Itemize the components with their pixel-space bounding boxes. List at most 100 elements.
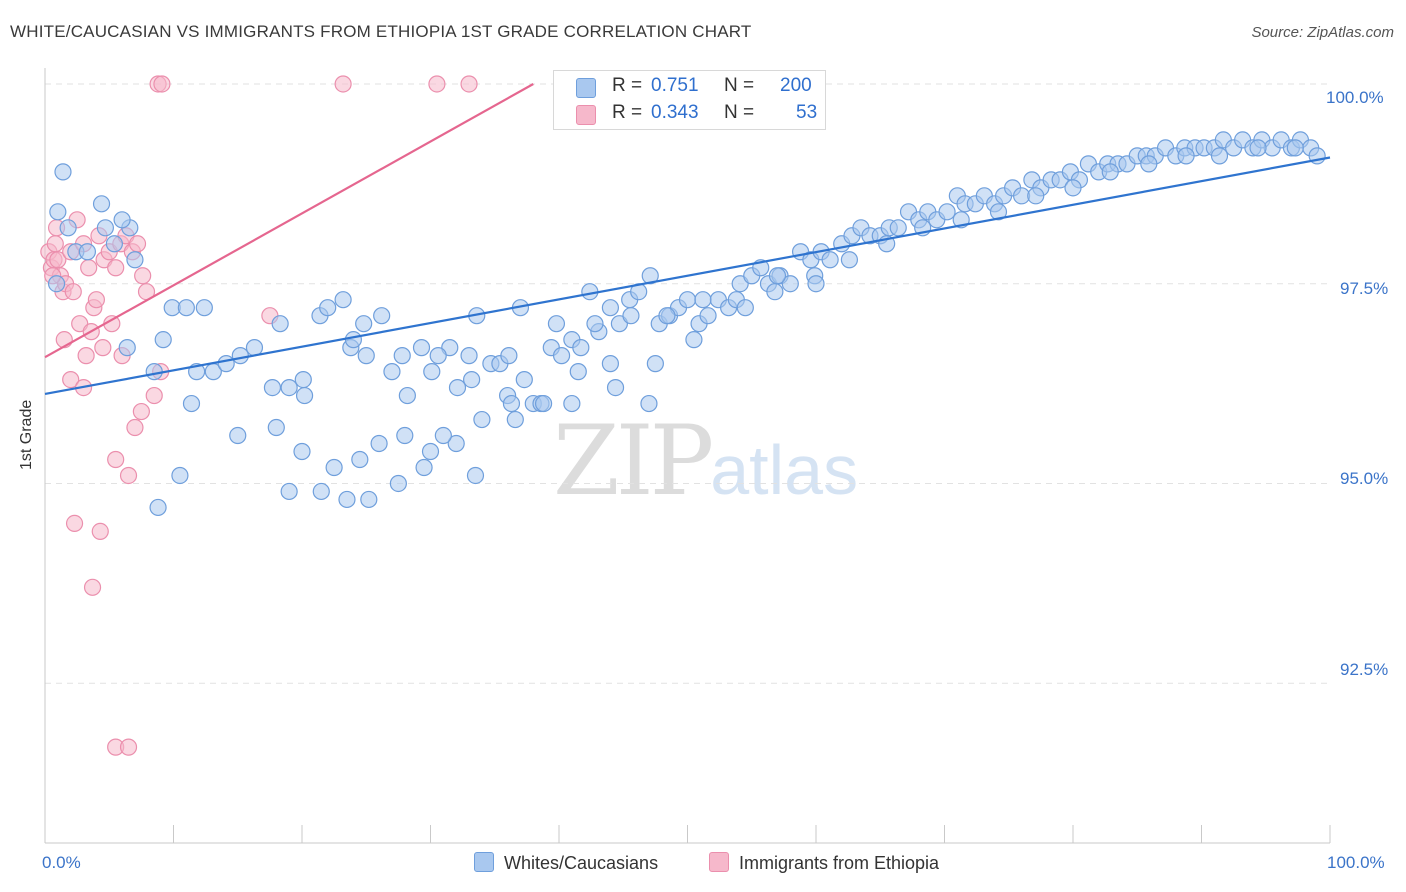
ethiopia-point — [80, 259, 98, 277]
whites-point — [601, 355, 620, 373]
whites-point — [245, 339, 264, 357]
bottom-legend-ethiopia: Immigrants from Ethiopia — [709, 852, 939, 874]
whites-point — [1177, 147, 1195, 165]
ethiopia-point — [91, 522, 109, 541]
bottom-legend-whites-label: Whites/Caucasians — [504, 853, 659, 873]
whites-point — [423, 363, 441, 381]
whites-point — [49, 203, 67, 221]
whites-point — [415, 458, 433, 477]
whites-point — [338, 490, 356, 509]
ethiopia-point — [128, 235, 147, 253]
whites-point — [78, 243, 97, 261]
whites-point — [344, 331, 362, 349]
legend-r-label: R = — [612, 75, 643, 96]
ethiopia-point — [77, 347, 95, 365]
whites-point — [840, 251, 859, 269]
whites-point — [434, 426, 452, 445]
whites-point — [396, 426, 414, 445]
whites-point — [429, 347, 447, 365]
whites-point — [1140, 155, 1158, 173]
whites-point — [412, 339, 431, 357]
ethiopia-point — [334, 75, 352, 93]
whites-point — [569, 363, 587, 381]
whites-point — [473, 410, 491, 429]
ethiopia-point — [107, 259, 125, 277]
whites-point — [280, 482, 298, 501]
y-axis-label: 1st Grade — [18, 399, 35, 470]
legend-swatch-pink — [576, 105, 596, 125]
whites-point — [515, 370, 533, 389]
ethiopia-point — [64, 283, 82, 301]
whites-points — [47, 131, 1326, 517]
ethiopia-point — [62, 370, 80, 389]
y-tick-92-5: 92.5% — [1340, 660, 1389, 679]
whites-point — [500, 347, 518, 365]
whites-point — [263, 378, 282, 397]
whites-point — [154, 331, 172, 349]
y-tick-95: 95.0% — [1340, 469, 1389, 488]
whites-point — [586, 315, 604, 333]
whites-point — [1286, 139, 1304, 157]
watermark-atlas: atlas — [710, 431, 859, 509]
source-label: Source: ZipAtlas.com — [1251, 24, 1394, 41]
whites-point — [938, 203, 956, 221]
whites-point — [460, 347, 478, 365]
whites-point — [145, 363, 163, 381]
whites-point — [59, 219, 77, 237]
legend-r-label: R = — [612, 102, 643, 123]
whites-point — [572, 339, 590, 357]
legend-n-value: 53 — [796, 102, 818, 123]
legend-n-label: N = — [724, 75, 755, 96]
legend-r-value: 0.343 — [651, 102, 699, 123]
whites-point — [271, 315, 289, 333]
legend-n-label: N = — [724, 102, 755, 123]
whites-trendline — [44, 156, 1331, 396]
whites-point — [92, 195, 111, 213]
y-tick-97-5: 97.5% — [1340, 279, 1389, 298]
whites-point — [231, 347, 249, 365]
whites-point — [267, 418, 285, 437]
ethiopia-point — [126, 418, 144, 437]
whites-point — [319, 299, 337, 317]
x-max-label: 100.0% — [1327, 853, 1385, 872]
whites-point — [360, 490, 378, 509]
legend-swatch-blue — [576, 78, 596, 98]
whites-point — [373, 307, 391, 325]
whites-point — [383, 363, 401, 381]
ethiopia-point — [134, 267, 152, 285]
whites-point — [1210, 147, 1229, 165]
legend-r-value: 0.751 — [651, 75, 699, 96]
watermark-zip: ZIP — [553, 405, 714, 517]
whites-point — [393, 347, 411, 365]
ethiopia-points — [40, 75, 478, 756]
whites-point — [448, 378, 467, 397]
whites-point — [506, 410, 524, 429]
x-min-label: 0.0% — [42, 853, 81, 872]
ethiopia-point — [119, 466, 138, 485]
whites-point — [1101, 163, 1119, 181]
whites-point — [1027, 187, 1045, 205]
whites-point — [678, 291, 697, 309]
whites-point — [685, 331, 703, 349]
whites-point — [334, 291, 352, 309]
whites-point — [312, 482, 330, 501]
ethiopia-point — [153, 75, 171, 93]
ethiopia-point — [65, 514, 84, 533]
ethiopia-trendline — [44, 83, 534, 359]
bottom-legend-whites: Whites/Caucasians — [474, 852, 658, 874]
ethiopia-point — [145, 386, 163, 405]
bottom-legend-swatch-pink — [709, 852, 729, 872]
legend-n-value: 200 — [780, 75, 812, 96]
whites-point — [889, 219, 907, 237]
whites-point — [821, 251, 839, 269]
correlation-legend: R = 0.751 N = 200 R = 0.343 N = 53 — [553, 70, 826, 130]
whites-point — [177, 299, 195, 317]
trendlines — [44, 83, 1331, 396]
whites-point — [182, 394, 201, 413]
whites-point — [1064, 179, 1082, 197]
ethiopia-point — [119, 738, 138, 756]
whites-point — [989, 203, 1008, 221]
whites-point — [606, 378, 625, 397]
axes — [44, 68, 1331, 844]
